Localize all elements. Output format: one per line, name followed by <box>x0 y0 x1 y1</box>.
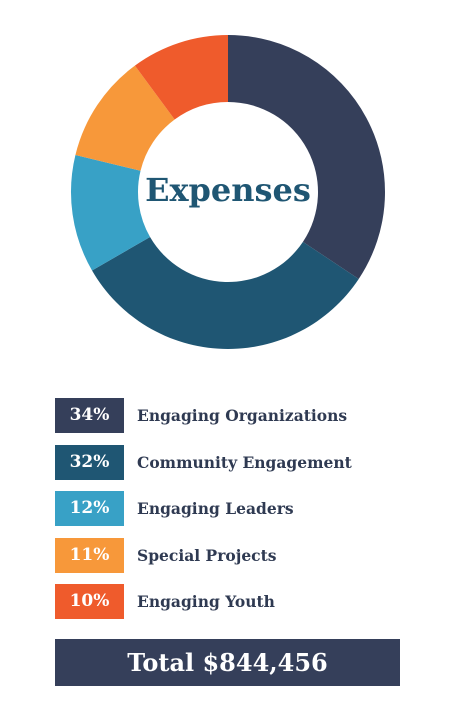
chart-legend: 34% Engaging Organizations 32% Community En… <box>55 398 435 631</box>
legend-label: Engaging Organizations <box>137 406 348 425</box>
legend-item-special-projects: 11% Special Projects <box>55 537 435 573</box>
legend-label: Community Engagement <box>137 452 352 472</box>
donut-slice-special-projects <box>75 65 175 171</box>
chart-title: Expenses <box>145 171 311 209</box>
legend-percent-badge: 12% <box>55 491 124 526</box>
donut-chart-svg: Expenses <box>71 35 385 349</box>
legend-percent-badge: 11% <box>55 537 124 573</box>
legend-item-community-engagement: 32% Community Engagement <box>55 444 435 480</box>
legend-item-engaging-organizations: 34% Engaging Organizations <box>55 398 435 433</box>
legend-percent-badge: 32% <box>55 444 124 480</box>
legend-label: Engaging Youth <box>137 592 275 611</box>
donut-slice-engaging-youth <box>134 35 228 120</box>
donut-slice-community-engagement <box>92 237 359 349</box>
legend-item-engaging-leaders: 12% Engaging Leaders <box>55 491 435 526</box>
legend-label: Engaging Leaders <box>137 499 294 518</box>
donut-slice-engaging-organizations <box>228 35 385 279</box>
legend-item-engaging-youth: 10% Engaging Youth <box>55 584 435 619</box>
legend-label: Special Projects <box>137 545 277 565</box>
donut-slice-engaging-leaders <box>71 154 151 271</box>
legend-percent-badge: 10% <box>55 584 124 619</box>
legend-percent-badge: 34% <box>55 398 124 433</box>
donut-slices <box>71 35 385 349</box>
total-bar: Total $844,456 <box>55 639 400 686</box>
expenses-donut-chart: Expenses <box>71 35 385 349</box>
